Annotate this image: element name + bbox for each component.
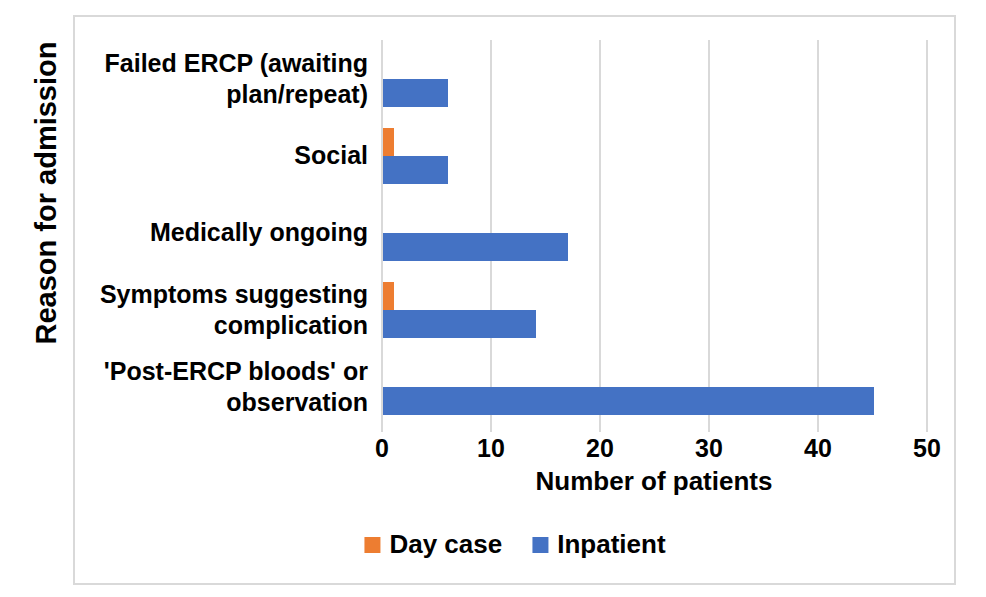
- x-tick-label: 20: [586, 434, 614, 463]
- legend-item: Inpatient: [532, 529, 665, 560]
- bar-inpatient: [383, 79, 448, 107]
- axis-tick: [599, 425, 601, 432]
- gridline: [708, 40, 710, 425]
- x-tick-label: 30: [695, 434, 723, 463]
- axis-tick: [708, 425, 710, 432]
- legend: Day case Inpatient: [364, 529, 665, 560]
- legend-label: Inpatient: [557, 529, 665, 560]
- category-label: Symptoms suggesting complication: [68, 271, 368, 348]
- gridline: [817, 40, 819, 425]
- bar-inpatient: [383, 233, 568, 261]
- bar-inpatient: [383, 387, 874, 415]
- x-axis-title: Number of patients: [536, 466, 773, 497]
- category-label: Social: [68, 117, 368, 194]
- y-axis-title: Reason for admission: [30, 42, 63, 345]
- axis-tick: [381, 425, 383, 432]
- axis-tick: [490, 425, 492, 432]
- x-tick-label: 10: [477, 434, 505, 463]
- x-tick-label: 0: [375, 434, 389, 463]
- bar-chart: Reason for admission 0 10 20 30 40 50 Failed E…: [0, 0, 986, 597]
- bar-inpatient: [383, 310, 536, 338]
- x-tick-label: 50: [913, 434, 941, 463]
- axis-tick: [926, 425, 928, 432]
- x-tick-label: 40: [804, 434, 832, 463]
- category-label: 'Post-ERCP bloods' or observation: [68, 348, 368, 425]
- category-label: Medically ongoing: [68, 194, 368, 271]
- bar-inpatient: [383, 156, 448, 184]
- axis-tick: [817, 425, 819, 432]
- legend-item: Day case: [364, 529, 502, 560]
- category-label: Failed ERCP (awaiting plan/repeat): [68, 40, 368, 117]
- legend-swatch-icon: [532, 537, 548, 553]
- legend-label: Day case: [389, 529, 502, 560]
- legend-swatch-icon: [364, 537, 380, 553]
- gridline: [926, 40, 928, 425]
- bar-day-case: [383, 128, 394, 156]
- gridline: [599, 40, 601, 425]
- bar-day-case: [383, 282, 394, 310]
